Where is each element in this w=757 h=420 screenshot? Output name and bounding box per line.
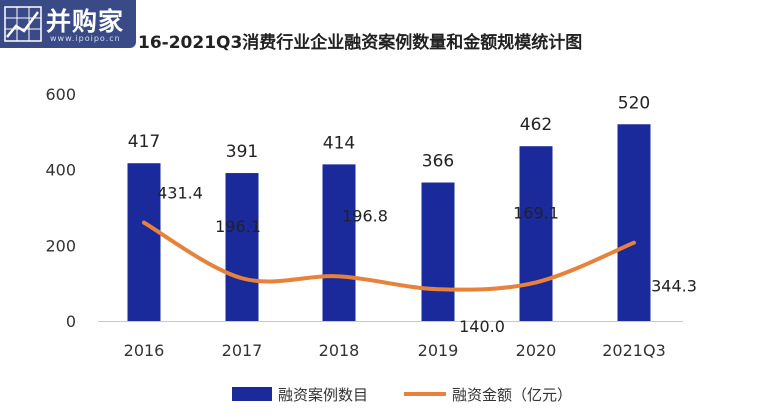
x-tick-label: 2021Q3 — [602, 341, 666, 360]
line-value-label: 196.8 — [342, 206, 388, 225]
line-value-labels: 431.4 196.1 196.8 140.0 169.1 344.3 — [157, 184, 697, 337]
bar-value-label: 391 — [226, 142, 258, 162]
y-tick-label: 400 — [45, 161, 76, 180]
bar-value-labels: 417 391 414 366 462 520 — [128, 93, 650, 171]
line-series — [142, 220, 636, 292]
bar-value-label: 462 — [520, 115, 552, 135]
y-axis-ticks: 0 200 400 600 — [45, 85, 76, 331]
line-value-label: 140.0 — [459, 317, 505, 336]
legend-swatch-bars — [232, 387, 272, 401]
bar — [421, 182, 455, 321]
y-tick-label: 200 — [45, 236, 76, 255]
x-tick-label: 2020 — [516, 341, 557, 360]
bar-series — [127, 124, 651, 322]
x-axis-labels: 2016 2017 2018 2019 2020 2021Q3 — [124, 341, 666, 360]
bar-value-label: 520 — [618, 93, 650, 113]
bar — [225, 173, 259, 321]
y-tick-label: 0 — [66, 312, 76, 331]
x-tick-label: 2018 — [319, 341, 360, 360]
line-value-label: 169.1 — [513, 203, 559, 222]
bar — [322, 164, 356, 321]
line-value-label: 196.1 — [215, 217, 261, 236]
legend-label-line: 融资金额（亿元） — [452, 386, 572, 404]
bar — [127, 163, 161, 321]
chart-title: 16-2021Q3消费行业企业融资案例数量和金额规模统计图 — [138, 33, 583, 53]
bar-value-label: 414 — [323, 133, 355, 153]
y-tick-label: 600 — [45, 85, 76, 104]
bar-value-label: 417 — [128, 132, 160, 152]
chart-legend: 融资案例数目 融资金额（亿元） — [232, 386, 572, 404]
chart-grid-icon — [4, 6, 42, 42]
bar-value-label: 366 — [422, 152, 454, 172]
brand-name: 并购家 — [46, 7, 125, 36]
bar — [617, 124, 651, 322]
x-tick-label: 2017 — [222, 341, 263, 360]
brand-url: www.ipoipo.cn — [50, 34, 121, 43]
x-tick-label: 2016 — [124, 341, 165, 360]
line-value-label: 431.4 — [157, 184, 203, 203]
bar — [519, 146, 553, 321]
line-value-label: 344.3 — [651, 277, 697, 296]
legend-label-bars: 融资案例数目 — [278, 386, 368, 404]
x-tick-label: 2019 — [418, 341, 459, 360]
brand-logo: 并购家 www.ipoipo.cn — [0, 0, 136, 48]
